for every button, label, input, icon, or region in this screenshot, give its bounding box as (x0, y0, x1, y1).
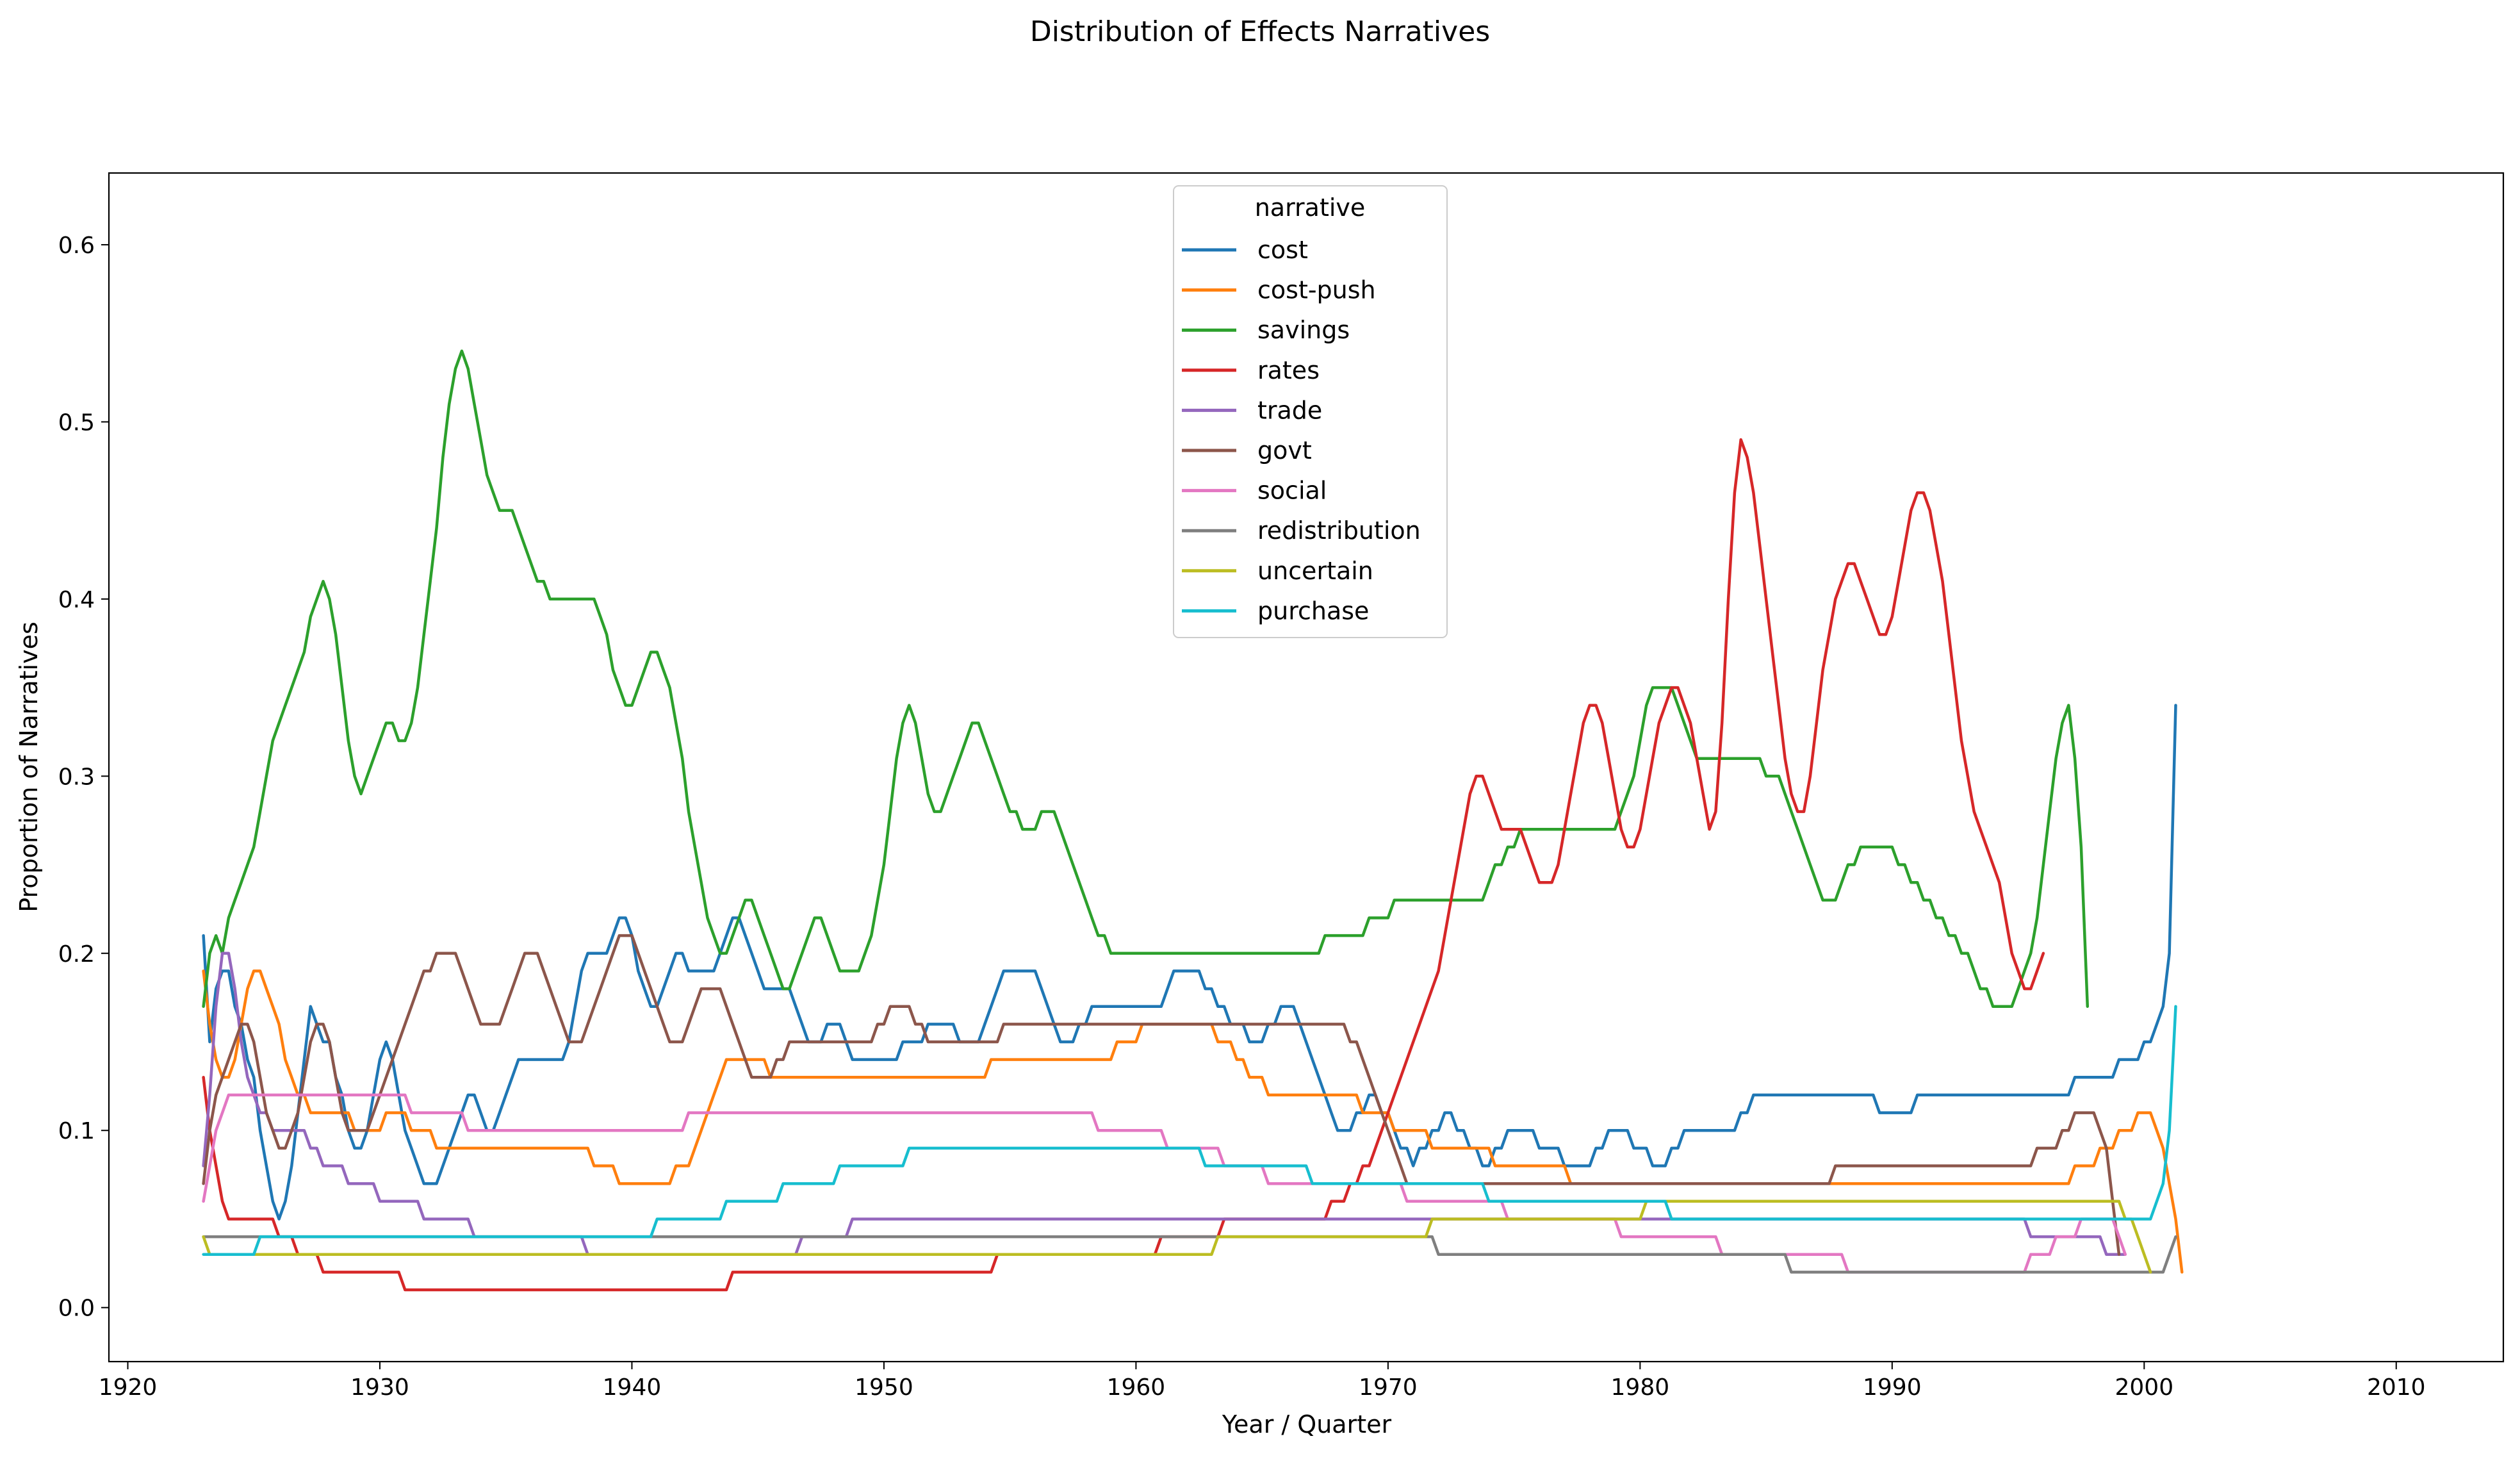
legend-label-govt: govt (1257, 436, 1312, 465)
x-tick-label: 1950 (855, 1374, 913, 1401)
y-tick-label: 0.3 (58, 764, 95, 790)
legend-label-trade: trade (1257, 396, 1322, 424)
x-axis-label: Year / Quarter (1222, 1410, 1392, 1438)
y-tick-label: 0.0 (58, 1296, 95, 1322)
legend-label-redistribution: redistribution (1257, 516, 1421, 545)
plot-frame (108, 172, 2505, 1363)
y-tick-label: 0.4 (58, 587, 95, 613)
series-line-cost (202, 704, 2177, 1221)
x-tick-label: 1970 (1359, 1374, 1418, 1401)
legend-label-purchase: purchase (1257, 597, 1369, 625)
x-tick-label: 1920 (99, 1374, 158, 1401)
x-tick-label: 1960 (1107, 1374, 1166, 1401)
chart-title: Distribution of Effects Narratives (1030, 15, 1490, 48)
y-axis-label: Proportion of Narratives (15, 622, 43, 912)
legend: narrative cost cost-push savings rates trade… (1173, 185, 1448, 638)
series-line-savings (202, 349, 2090, 1008)
legend-label-savings: savings (1257, 316, 1350, 344)
y-tick-label: 0.6 (58, 233, 95, 259)
legend-items: cost cost-push savings rates trade govt social… (1182, 236, 1421, 625)
x-tick-label: 1930 (350, 1374, 409, 1401)
legend-label-rates: rates (1257, 356, 1320, 384)
x-axis-ticks: 1920 1930 1940 1950 1960 1970 1980 1990 2000 2010 (99, 1362, 2426, 1401)
y-tick-label: 0.5 (58, 409, 95, 436)
series-lines (202, 349, 2184, 1292)
y-tick-label: 0.2 (58, 941, 95, 968)
x-tick-label: 1980 (1611, 1374, 1670, 1401)
series-line-govt (202, 934, 2121, 1256)
series-line-social (202, 1093, 2127, 1274)
x-tick-label: 2000 (2115, 1374, 2173, 1401)
x-tick-label: 2010 (2367, 1374, 2426, 1401)
y-axis-ticks: 0.0 0.1 0.2 0.3 0.4 0.5 0.6 (58, 233, 109, 1322)
legend-label-cost: cost (1257, 236, 1308, 264)
y-tick-label: 0.1 (58, 1118, 95, 1144)
legend-label-cost-push: cost-push (1257, 276, 1376, 304)
legend-box (1173, 185, 1448, 638)
x-tick-label: 1990 (1863, 1374, 1922, 1401)
series-line-purchase (202, 1005, 2177, 1256)
legend-label-social: social (1257, 477, 1327, 505)
legend-label-uncertain: uncertain (1257, 557, 1373, 585)
x-tick-label: 1940 (603, 1374, 662, 1401)
series-line-uncertain (202, 1199, 2152, 1274)
legend-title: narrative (1255, 194, 1366, 222)
